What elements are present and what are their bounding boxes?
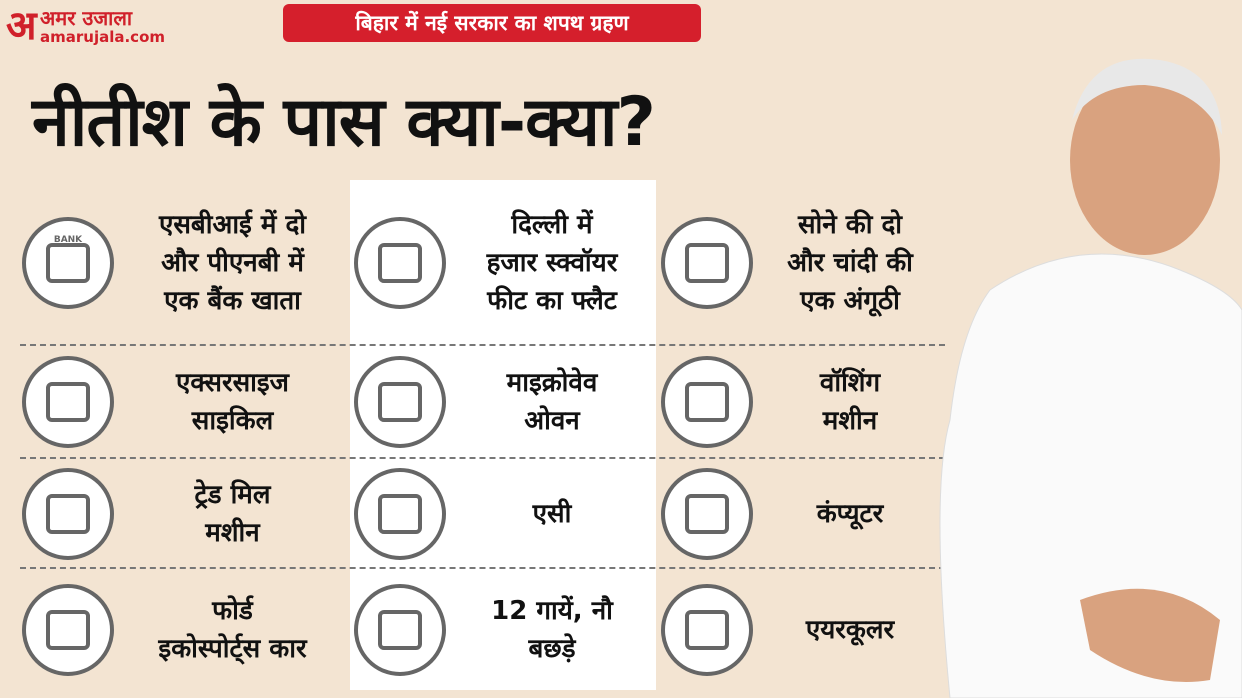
- item-label: ट्रेड मिल मशीन: [120, 460, 345, 568]
- label-line: एक बैंक खाता: [164, 285, 301, 316]
- item-icon: [22, 468, 114, 560]
- item-icon: [354, 584, 446, 676]
- label-line: कंप्यूटर: [816, 499, 884, 529]
- label-line: बछड़े: [528, 634, 576, 664]
- item-icon: [22, 356, 114, 448]
- item-label: एक्सरसाइज साइकिल: [120, 348, 345, 456]
- item-icon: [22, 584, 114, 676]
- label-line: दिल्ली में: [511, 209, 593, 240]
- label-line: एक अंगूठी: [800, 285, 900, 316]
- label-line: सोने की दो: [797, 209, 903, 240]
- item-label: सोने की दो और चांदी की एक अंगूठी: [760, 180, 940, 345]
- item-icon: [661, 356, 753, 448]
- separator: [20, 344, 945, 346]
- label-line: 12 गायें, नौ: [491, 596, 613, 626]
- item-label: कंप्यूटर: [760, 460, 940, 568]
- label-line: मशीन: [205, 518, 260, 548]
- label-line: एक्सरसाइज: [176, 368, 289, 398]
- label-line: फोर्ड: [212, 596, 253, 626]
- logo-name: अमर उजाला: [40, 6, 133, 30]
- item-icon: BANK: [22, 216, 114, 309]
- headline: नीतीश के पास क्या-क्या?: [32, 83, 656, 162]
- label-line: माइक्रोवेव: [506, 368, 598, 398]
- item-icon: [661, 216, 753, 309]
- item-label: 12 गायें, नौ बछड़े: [452, 570, 652, 690]
- label-line: हजार स्क्वॉयर: [486, 247, 618, 278]
- label-line: फीट का फ्लैट: [487, 285, 617, 316]
- item-label: माइक्रोवेव ओवन: [452, 348, 652, 456]
- item-label: एयरकूलर: [760, 570, 940, 690]
- label-line: और चांदी की: [787, 247, 913, 278]
- item-icon: [661, 468, 753, 560]
- label-line: साइकिल: [191, 406, 274, 436]
- item-icon: [354, 468, 446, 560]
- label-line: वॉशिंग: [819, 368, 881, 398]
- label-line: इकोस्पोर्ट्स कार: [158, 634, 307, 664]
- icon-text: BANK: [54, 235, 83, 245]
- label-line: एसबीआई में दो: [158, 209, 307, 240]
- label-line: मशीन: [822, 406, 878, 436]
- item-label: वॉशिंग मशीन: [760, 348, 940, 456]
- label-line: एसी: [532, 499, 572, 529]
- label-line: एयरकूलर: [805, 615, 895, 645]
- item-icon: [354, 216, 446, 309]
- item-label: दिल्ली में हजार स्क्वॉयर फीट का फ्लैट: [452, 180, 652, 345]
- label-line: ट्रेड मिल: [194, 480, 271, 510]
- item-icon: [661, 584, 753, 676]
- topic-tag: बिहार में नई सरकार का शपथ ग्रहण: [283, 4, 701, 42]
- portrait: [939, 58, 1242, 698]
- item-icon: [354, 356, 446, 448]
- item-label: एसी: [452, 460, 652, 568]
- logo-mark: अ: [6, 3, 37, 49]
- separator: [20, 457, 945, 459]
- separator: [20, 567, 945, 569]
- label-line: ओवन: [524, 406, 580, 436]
- item-label: फोर्ड इकोस्पोर्ट्स कार: [120, 570, 345, 690]
- label-line: और पीएनबी में: [161, 247, 304, 278]
- item-label: एसबीआई में दो और पीएनबी में एक बैंक खाता: [120, 180, 345, 345]
- logo-site: amarujala.com: [40, 28, 166, 46]
